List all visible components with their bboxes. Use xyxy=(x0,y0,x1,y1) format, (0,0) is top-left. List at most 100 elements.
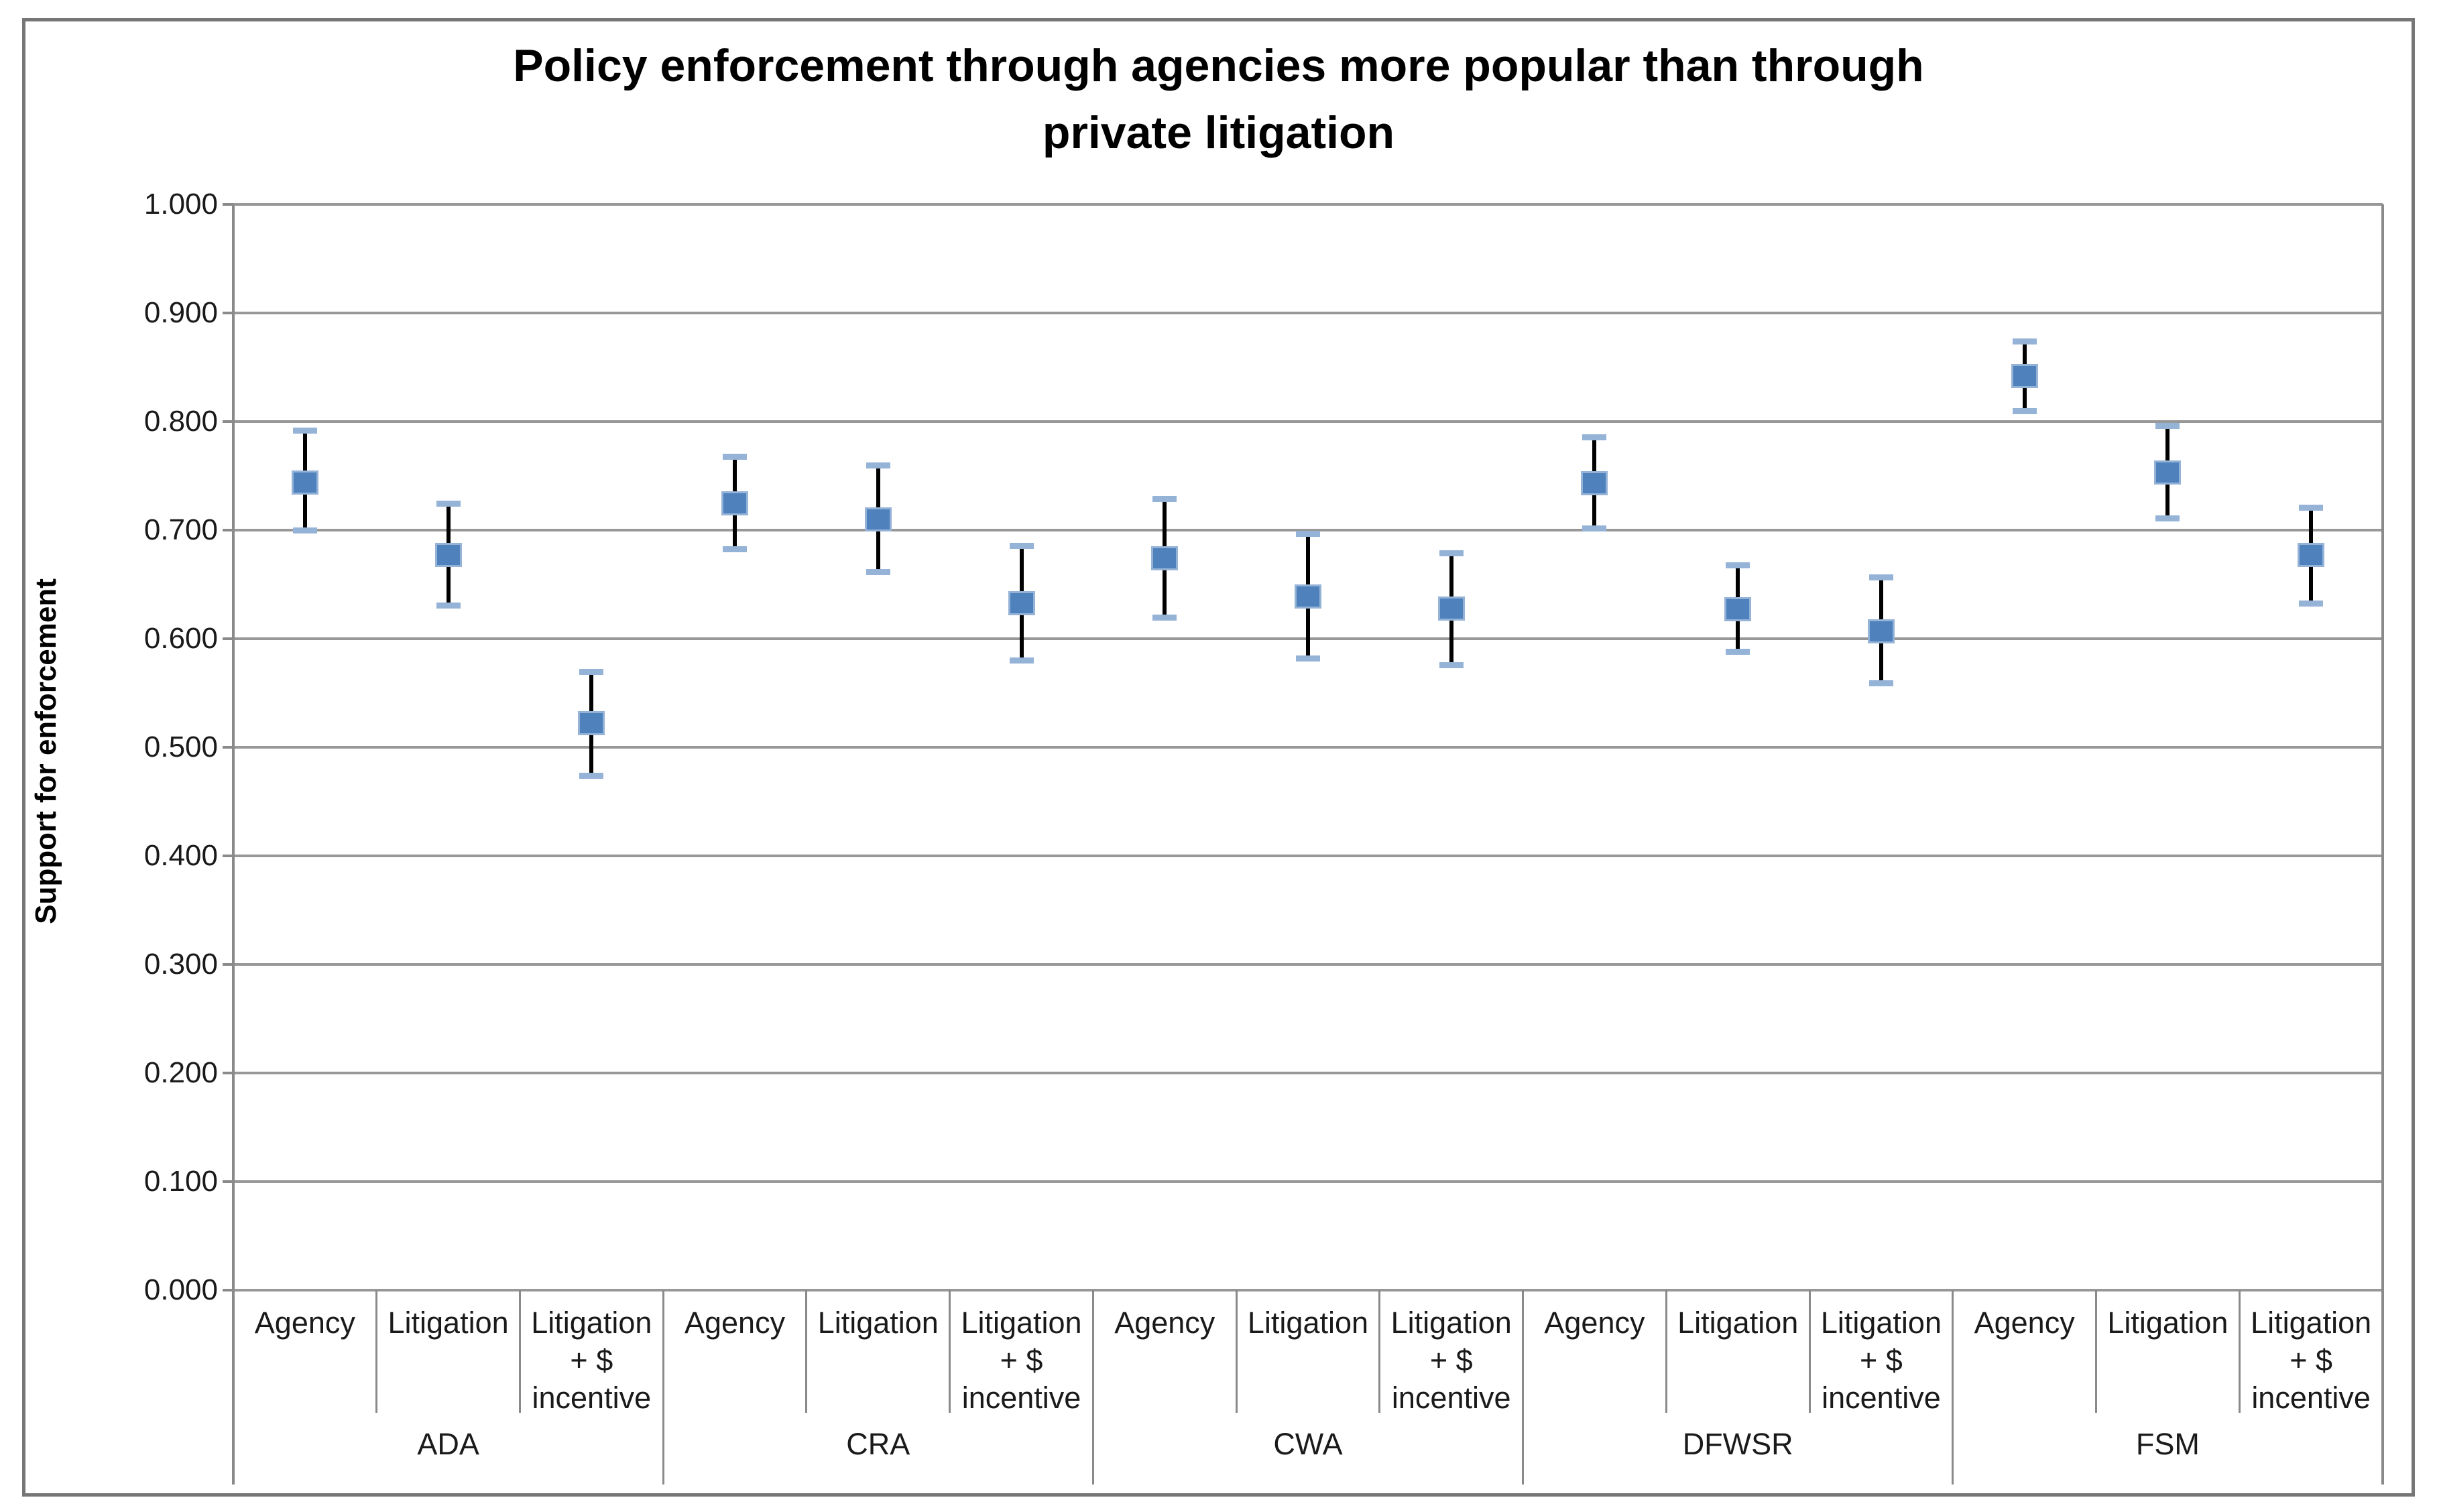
category-label: Litigation + $ incentive xyxy=(520,1304,663,1417)
error-bar-cap-top xyxy=(436,500,461,507)
y-axis-tick xyxy=(223,637,233,640)
data-point-marker xyxy=(1581,471,1608,496)
y-tick-label: 0.500 xyxy=(143,731,218,763)
data-point-marker xyxy=(2298,543,2325,568)
category-label-line: Litigation xyxy=(2107,1306,2228,1340)
category-label-line: Litigation xyxy=(1390,1306,1512,1340)
category-separator xyxy=(949,1290,951,1413)
category-separator xyxy=(1235,1290,1238,1413)
y-tick-label: 0.100 xyxy=(143,1165,218,1198)
error-bar-cap-bottom xyxy=(2299,600,2324,607)
data-point-marker xyxy=(1724,597,1752,622)
data-point-marker xyxy=(434,543,462,568)
error-bar-cap-bottom xyxy=(2155,515,2180,522)
y-axis-tick xyxy=(223,312,233,314)
category-label-line: + $ xyxy=(1429,1343,1473,1377)
group-label: FSM xyxy=(2135,1427,2200,1461)
gridline xyxy=(233,1180,2383,1183)
data-point-marker xyxy=(2011,363,2038,388)
category-separator xyxy=(1808,1290,1811,1413)
error-bar-cap-top xyxy=(1439,550,1464,557)
error-bar-cap-bottom xyxy=(1009,657,1034,664)
category-label-line: + $ xyxy=(570,1343,613,1377)
category-label: Litigation xyxy=(1666,1304,1809,1342)
category-label-line: + $ xyxy=(1000,1343,1043,1377)
category-separator xyxy=(805,1290,808,1413)
y-axis-tick xyxy=(223,203,233,206)
category-separator xyxy=(375,1290,378,1413)
y-tick-label: 0.900 xyxy=(143,296,218,329)
group-label: CWA xyxy=(1273,1427,1343,1461)
category-label-line: Litigation xyxy=(1677,1306,1799,1340)
group-separator xyxy=(1952,1290,1954,1485)
category-label-line: incentive xyxy=(532,1381,652,1415)
gridline xyxy=(233,203,2383,206)
y-axis-tick xyxy=(223,1072,233,1074)
error-bar-cap-bottom xyxy=(1152,614,1177,621)
error-bar-cap-bottom xyxy=(1726,649,1750,655)
category-label-line: + $ xyxy=(1860,1343,1903,1377)
y-axis-tick xyxy=(223,855,233,857)
chart-title-line1: Policy enforcement through agencies more… xyxy=(513,40,1924,91)
data-point-marker xyxy=(1437,596,1465,621)
category-label: Agency xyxy=(663,1304,807,1342)
plot-right-border xyxy=(2381,204,2384,1485)
category-label-line: Litigation xyxy=(2251,1306,2372,1340)
category-label-line: incentive xyxy=(961,1381,1081,1415)
category-label: Litigation + $ incentive xyxy=(1809,1304,1953,1417)
error-bar-cap-top xyxy=(723,453,748,460)
category-label-line: Litigation xyxy=(1247,1306,1369,1340)
chart-title-line2: private litigation xyxy=(1042,107,1395,158)
error-bar-cap-top xyxy=(1152,496,1177,503)
group-label: ADA xyxy=(417,1427,479,1461)
error-bar-cap-bottom xyxy=(1439,662,1464,668)
error-bar-cap-bottom xyxy=(2012,407,2037,414)
category-label-line: Agency xyxy=(684,1306,786,1340)
category-label-line: Litigation xyxy=(961,1306,1082,1340)
category-label-line: incentive xyxy=(1391,1381,1511,1415)
y-axis-tick xyxy=(223,963,233,966)
y-tick-label: 0.800 xyxy=(143,405,218,438)
category-label: Litigation xyxy=(807,1304,950,1342)
category-separator xyxy=(1665,1290,1667,1413)
error-bar-cap-bottom xyxy=(1582,525,1607,531)
error-bar-cap-top xyxy=(2012,338,2037,345)
y-tick-label: 0.600 xyxy=(143,622,218,655)
data-point-marker xyxy=(721,491,749,515)
error-bar-cap-top xyxy=(1296,530,1320,537)
error-bar-cap-top xyxy=(1009,542,1034,549)
category-label-line: incentive xyxy=(2251,1381,2371,1415)
data-point-marker xyxy=(291,470,318,495)
error-bar-cap-top xyxy=(866,462,890,468)
data-point-marker xyxy=(1008,590,1035,615)
category-label-line: Agency xyxy=(254,1306,355,1340)
y-axis-line xyxy=(232,204,235,1485)
category-label: Litigation + $ incentive xyxy=(1380,1304,1523,1417)
category-label: Litigation xyxy=(1236,1304,1380,1342)
category-label: Litigation + $ incentive xyxy=(950,1304,1093,1417)
category-label-line: Litigation xyxy=(817,1306,939,1340)
category-separator xyxy=(518,1290,521,1413)
chart-title: Policy enforcement through agencies more… xyxy=(22,32,2415,166)
error-bar-cap-top xyxy=(2155,423,2180,430)
group-separator xyxy=(662,1290,664,1485)
data-point-marker xyxy=(2154,460,2182,485)
y-tick-label: 0.300 xyxy=(143,948,218,981)
category-label-line: incentive xyxy=(1822,1381,1941,1415)
gridline xyxy=(233,420,2383,423)
error-bar-cap-bottom xyxy=(1296,655,1320,662)
category-label-line: Litigation xyxy=(388,1306,509,1340)
category-label-line: Agency xyxy=(1114,1306,1215,1340)
category-label: Agency xyxy=(1953,1304,2096,1342)
y-tick-label: 0.000 xyxy=(143,1273,218,1306)
data-point-marker xyxy=(1151,546,1179,571)
error-bar-cap-top xyxy=(2299,504,2324,511)
data-point-marker xyxy=(578,711,605,736)
error-bar-cap-bottom xyxy=(292,527,317,533)
category-label-line: Agency xyxy=(1974,1306,2075,1340)
gridline xyxy=(233,855,2383,857)
y-axis-tick xyxy=(223,1289,233,1292)
category-label: Agency xyxy=(1093,1304,1236,1342)
data-point-marker xyxy=(1867,619,1895,643)
